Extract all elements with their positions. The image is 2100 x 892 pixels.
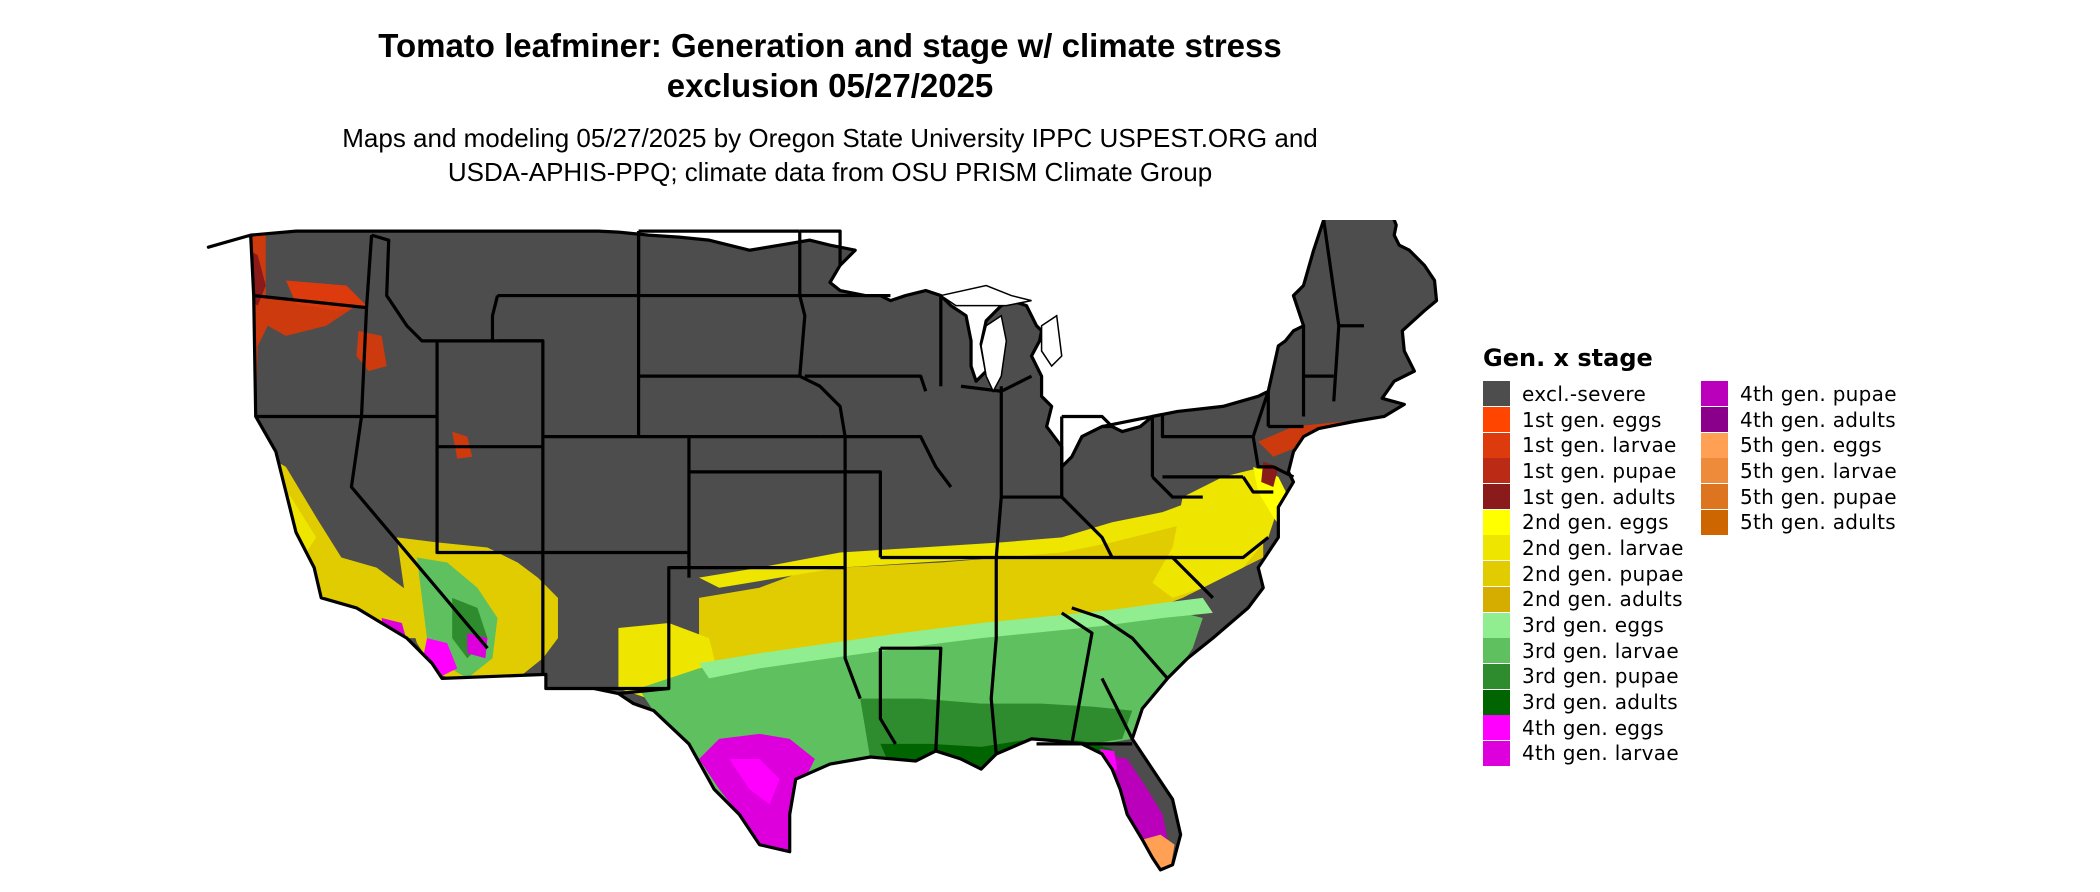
legend-title: Gen. x stage [1483, 344, 1653, 372]
legend-label: 4th gen. adults [1740, 407, 1896, 432]
legend-item: 4th gen. pupae [1701, 381, 1897, 407]
legend-label: 2nd gen. adults [1522, 587, 1683, 612]
legend-swatch [1483, 432, 1510, 458]
legend-swatch [1483, 561, 1510, 587]
legend-label: 2nd gen. larvae [1522, 535, 1684, 560]
legend-item: excl.-severe [1483, 381, 1684, 407]
map-subtitle-line-1: Maps and modeling 05/27/2025 by Oregon S… [342, 123, 1318, 153]
legend-swatch [1483, 509, 1510, 535]
map-subtitle-line-2: USDA-APHIS-PPQ; climate data from OSU PR… [447, 157, 1213, 187]
zone-4th-gen-florida [1102, 753, 1168, 858]
map-title-line-1: Tomato leafminer: Generation and stage w… [378, 27, 1282, 64]
us-map-svg [206, 220, 1439, 872]
zone-4th-gen-texas-coast [729, 759, 780, 805]
legend-swatch [1483, 484, 1510, 510]
legend-swatch [1701, 484, 1728, 510]
legend-item: 3rd gen. larvae [1483, 638, 1684, 664]
zone-1st-gen-washington-interior [285, 280, 367, 311]
legend-label: 4th gen. pupae [1740, 381, 1897, 406]
legend-item: 4th gen. adults [1701, 407, 1897, 433]
legend-item: 1st gen. eggs [1483, 407, 1684, 433]
zone-2nd-gen-north-edge [699, 466, 1274, 588]
lake-superior [938, 284, 1032, 307]
legend-swatch [1483, 689, 1510, 715]
legend-swatch [1483, 535, 1510, 561]
legend-item: 1st gen. larvae [1483, 432, 1684, 458]
legend-swatch [1701, 407, 1728, 433]
legend-column-1: excl.-severe 1st gen. eggs 1st gen. larvae… [1483, 381, 1684, 766]
great-lakes [938, 284, 1063, 393]
legend-label: 5th gen. adults [1740, 510, 1896, 535]
legend-swatch [1701, 432, 1728, 458]
legend-label: 5th gen. larvae [1740, 458, 1897, 483]
zone-4th-gen-phoenix [467, 633, 488, 659]
legend-label: 4th gen. eggs [1522, 715, 1665, 740]
legend-swatch [1483, 381, 1510, 407]
legend: Gen. x stage excl.-severe 1st gen. eggs 1s… [1483, 343, 1897, 766]
legend-item: 2nd gen. pupae [1483, 561, 1684, 587]
legend-label: excl.-severe [1522, 381, 1647, 406]
legend-label: 4th gen. larvae [1522, 741, 1679, 766]
legend-swatch [1483, 612, 1510, 638]
zone-2nd-gen-california [250, 446, 443, 639]
legend-swatch [1483, 407, 1510, 433]
legend-item: 2nd gen. adults [1483, 586, 1684, 613]
legend-item: 3rd gen. pupae [1483, 663, 1684, 690]
legend-swatch [1701, 381, 1728, 407]
zone-2nd-gen-virginia [1152, 466, 1284, 598]
legend-label: 3rd gen. larvae [1522, 638, 1679, 663]
legend-item: 4th gen. eggs [1483, 715, 1684, 741]
legend-column-2: 4th gen. pupae 4th gen. adults 5th gen. eg… [1701, 381, 1897, 535]
zone-2nd-gen-southern-belt [699, 476, 1264, 679]
legend-label: 5th gen. pupae [1740, 484, 1897, 509]
us-map [200, 220, 1460, 890]
lake-huron [1040, 314, 1063, 368]
legend-swatch [1483, 663, 1510, 689]
legend-swatch [1701, 509, 1728, 535]
state-borders [206, 220, 1439, 872]
legend-label: 5th gen. eggs [1740, 433, 1883, 458]
legend-item: 2nd gen. eggs [1483, 509, 1684, 535]
legend-label: 1st gen. pupae [1522, 458, 1677, 483]
zone-2nd-gen-coast [265, 557, 317, 624]
legend-swatch [1483, 740, 1510, 766]
legend-label: 1st gen. larvae [1522, 433, 1677, 458]
legend-item: 3rd gen. adults [1483, 689, 1684, 715]
legend-label: 1st gen. adults [1522, 484, 1676, 509]
legend-swatch [1483, 638, 1510, 664]
legend-label: 3rd gen. pupae [1522, 664, 1679, 689]
legend-label: 3rd gen. eggs [1522, 613, 1665, 638]
legend-swatch [1483, 586, 1510, 612]
legend-item: 5th gen. pupae [1701, 484, 1897, 510]
legend-label: 1st gen. eggs [1522, 407, 1662, 432]
legend-item: 4th gen. larvae [1483, 740, 1684, 767]
legend-label: 2nd gen. eggs [1522, 510, 1669, 535]
legend-label: 2nd gen. pupae [1522, 561, 1684, 586]
legend-swatch [1701, 458, 1728, 484]
legend-item: 5th gen. eggs [1701, 432, 1897, 458]
map-title-line-2: exclusion 05/27/2025 [666, 67, 994, 104]
legend-item: 1st gen. adults [1483, 484, 1684, 510]
zone-3rd-gen-eggs-band [699, 597, 1213, 679]
legend-item: 2nd gen. larvae [1483, 535, 1684, 561]
legend-item: 5th gen. adults [1701, 509, 1897, 535]
legend-item: 5th gen. larvae [1701, 458, 1897, 484]
lake-michigan [980, 314, 1008, 393]
legend-swatch [1483, 458, 1510, 484]
legend-item: 3rd gen. eggs [1483, 612, 1684, 638]
legend-item: 1st gen. pupae [1483, 458, 1684, 484]
legend-swatch [1483, 715, 1510, 741]
legend-label: 3rd gen. adults [1522, 690, 1678, 715]
